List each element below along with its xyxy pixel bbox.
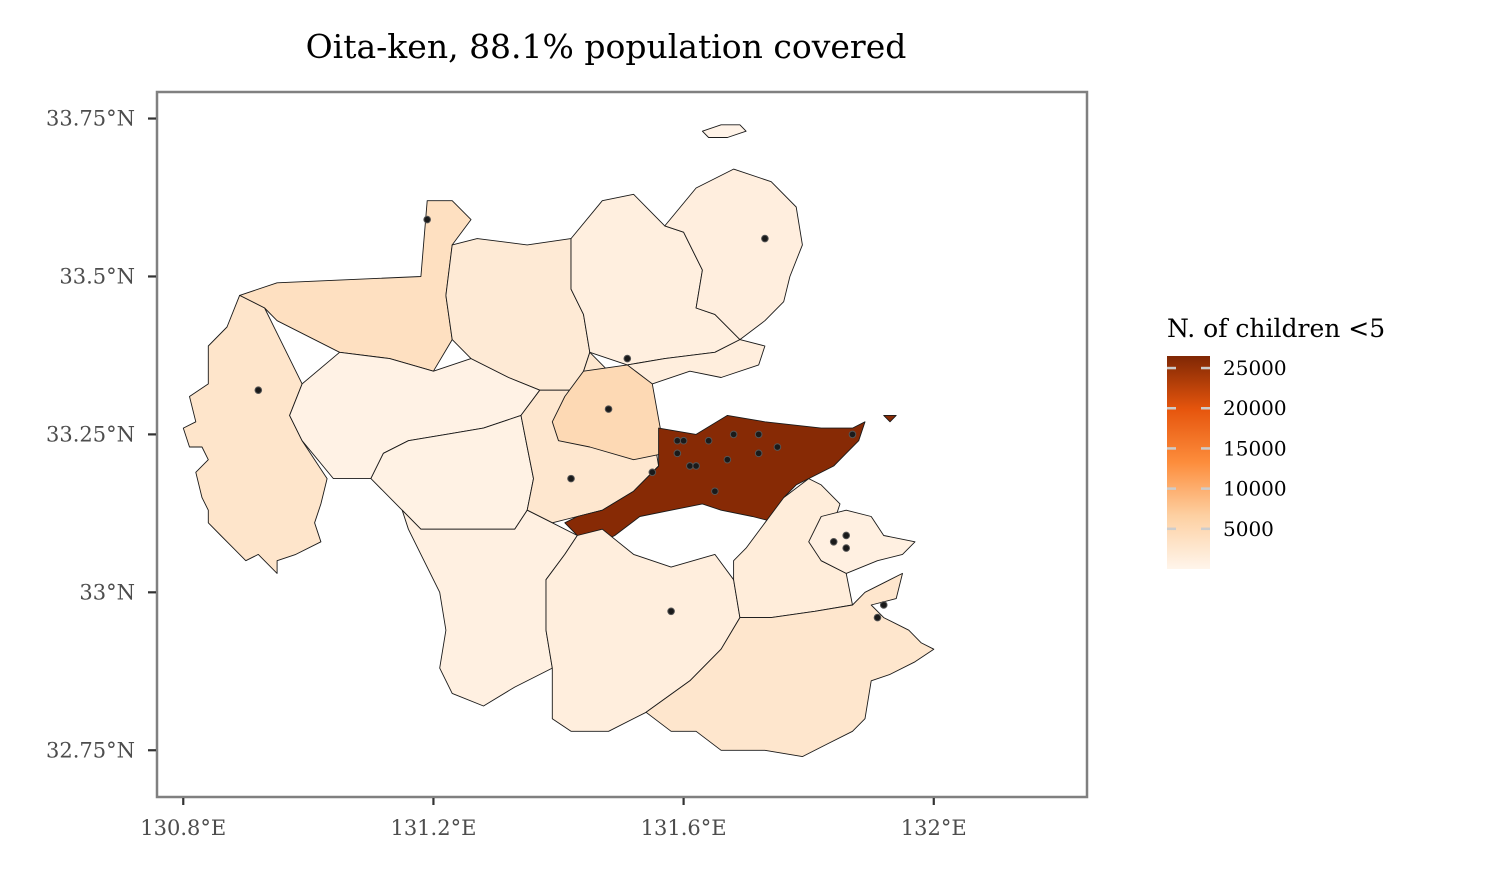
legend-break-label: 10000 [1223,477,1287,501]
site-point [711,487,719,496]
x-tick-label: 131.2°E [390,816,476,840]
region-kunisaki [664,168,803,341]
y-tick-label: 32.75°N [46,738,135,762]
site-point [761,234,769,243]
legend-title: N. of children <5 [1167,314,1385,343]
x-tick-label: 130.8°E [140,816,226,840]
site-point [842,531,851,540]
island-himeshima [701,124,747,138]
site-point [567,474,575,483]
panel-border [155,90,1089,799]
site-point [873,613,882,622]
y-tick-label: 33.5°N [59,264,135,288]
site-point [692,462,700,470]
site-point [773,443,782,451]
map-title: Oita-ken, 88.1% population covered [306,27,907,66]
site-point [673,449,682,458]
x-axis: 130.8°E 131.2°E 131.6°E 132°E [140,798,967,840]
y-tick-label: 33.25°N [46,422,135,446]
region-layer [182,168,935,758]
site-point [648,468,657,477]
site-point [754,430,763,439]
x-tick-label: 131.6°E [641,816,727,840]
site-point [686,462,694,470]
map-panel [155,90,1089,799]
region-saiki [645,572,935,758]
site-point [879,601,888,609]
y-axis: 33.75°N 33.5°N 33.25°N 33°N 32.75°N [46,107,156,762]
site-point [604,405,613,413]
site-point [623,354,632,363]
site-point [673,436,682,445]
site-point [848,430,857,439]
legend: N. of children <5 25000 20000 15000 10000 50… [1167,314,1385,569]
y-tick-label: 33.75°N [46,107,135,131]
site-point [829,537,838,546]
y-tick-label: 33°N [79,580,135,604]
site-point [679,436,688,445]
island-islet-east [883,414,897,423]
site-point [723,455,732,464]
legend-colorbar [1167,356,1210,569]
x-tick-label: 132°E [901,816,967,840]
legend-break-label: 25000 [1223,356,1287,380]
site-point [729,430,738,439]
legend-break-label: 5000 [1223,517,1274,541]
legend-ticks: 25000 20000 15000 10000 5000 [1167,356,1287,541]
point-layer [254,215,888,622]
island-layer [701,124,897,423]
site-point [704,436,713,445]
site-point [423,215,431,224]
region-oita [564,414,866,543]
site-point [254,386,263,394]
site-point [754,449,763,458]
site-point [842,544,851,552]
legend-break-label: 20000 [1223,396,1287,420]
site-point [667,607,675,616]
region-tsukumi [808,509,916,574]
legend-break-label: 15000 [1223,436,1287,460]
